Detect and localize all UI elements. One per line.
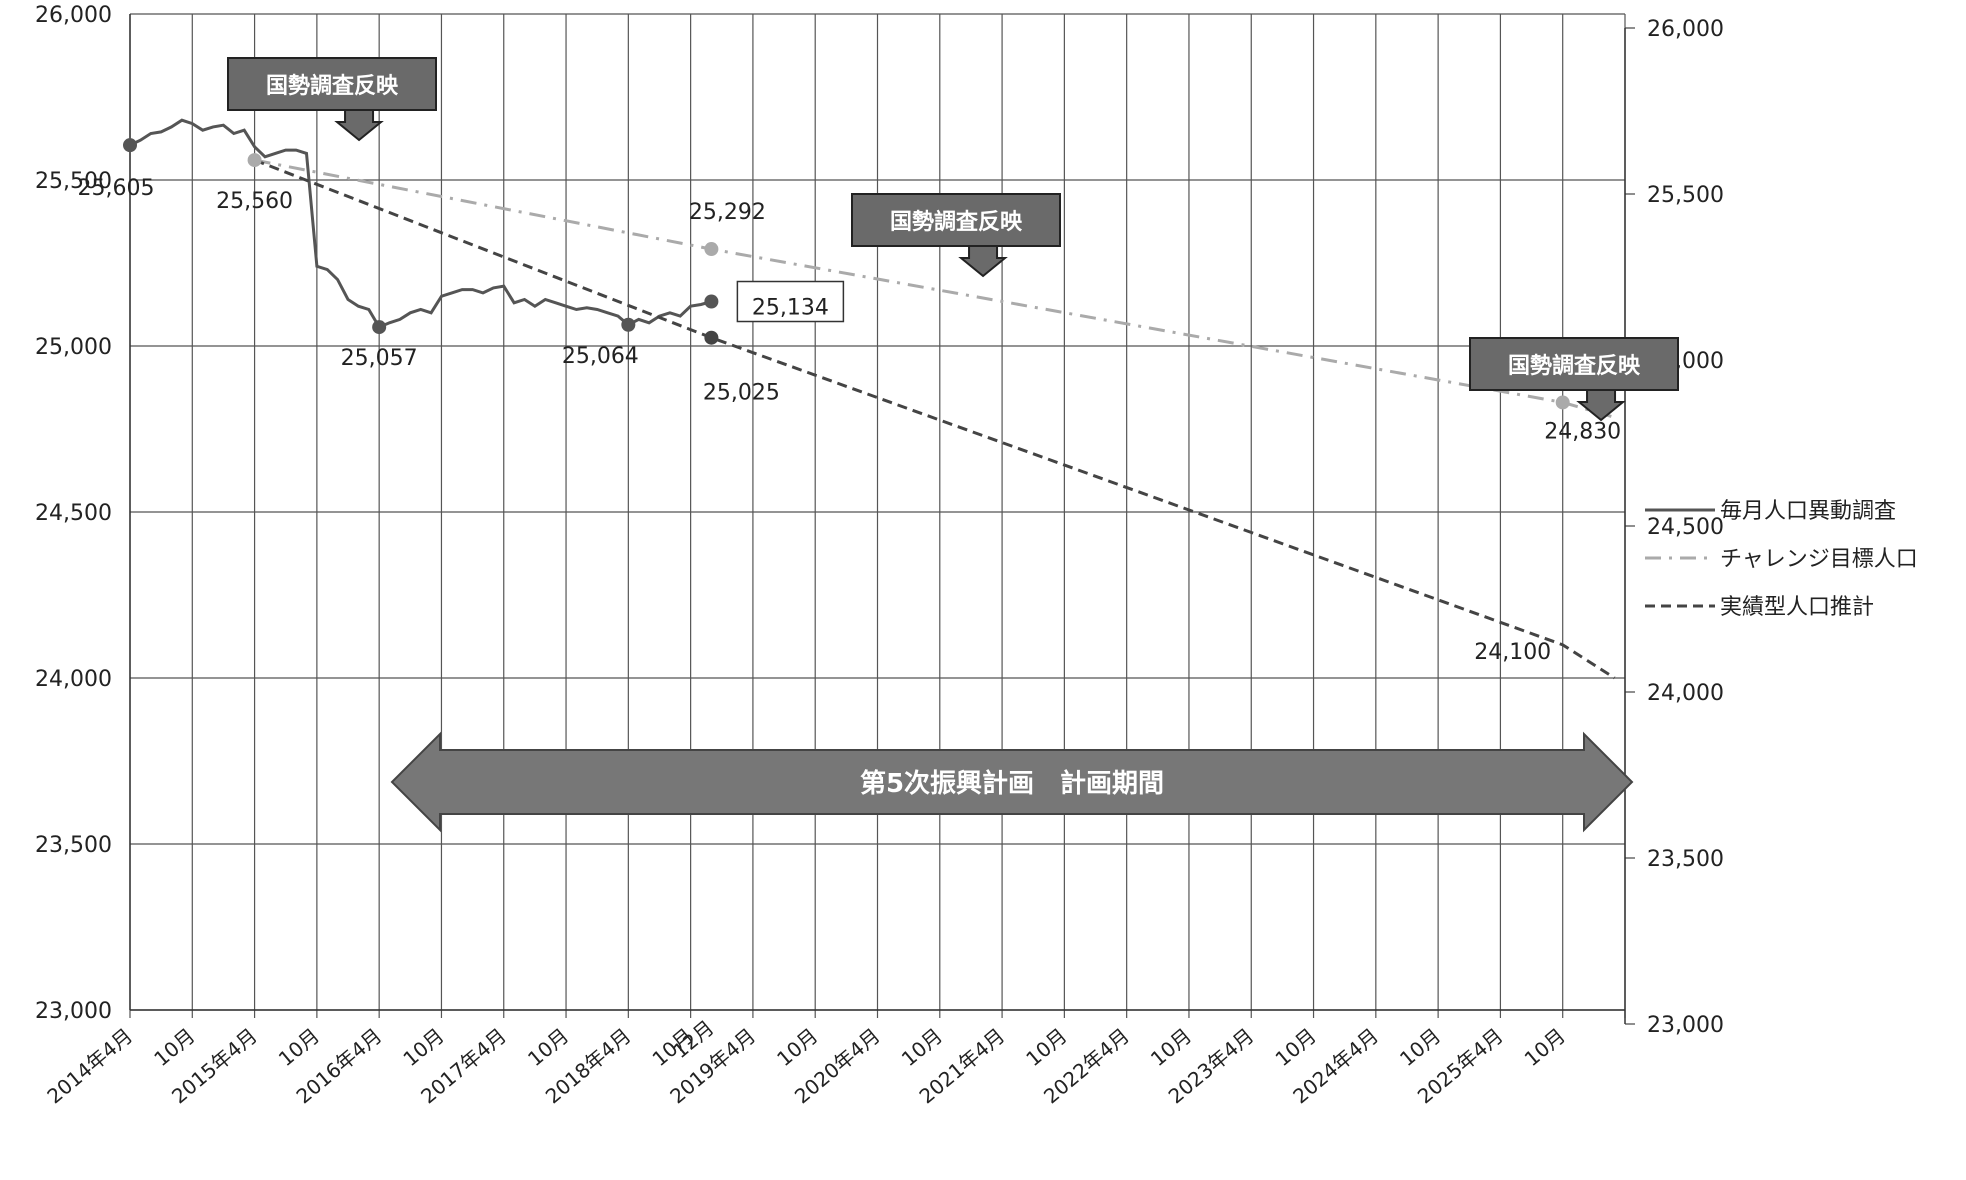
- legend-label: 実績型人口推計: [1720, 595, 1874, 620]
- data-label-box: [736, 280, 845, 323]
- callout-arrow: [1576, 389, 1626, 422]
- data-marker: [704, 330, 719, 345]
- axes: 23,000 23,500 24,000 24,500 25,000 25,500 26,0…: [35, 3, 1724, 1108]
- data-marker: [621, 317, 636, 332]
- x-tick-label: 10月: [398, 1023, 448, 1071]
- data-marker: [123, 138, 137, 153]
- data-label: 25,134: [752, 296, 829, 321]
- callout-arrow: [958, 245, 1008, 278]
- y-left-tick-label: 24,000: [35, 667, 112, 692]
- y-right-tick-label: 25,500: [1647, 183, 1724, 208]
- x-tick-label: 10月: [149, 1023, 199, 1071]
- callout-text: 国勢調査反映: [890, 209, 1023, 235]
- data-label: 25,560: [216, 189, 293, 214]
- grid: [129, 13, 1626, 1018]
- data-label: 25,064: [562, 344, 639, 369]
- legend-label: 毎月人口異動調査: [1720, 499, 1896, 524]
- callout-arrow: [334, 109, 384, 142]
- x-tick-label: 10月: [274, 1023, 324, 1071]
- x-tick-label: 10月: [1146, 1023, 1196, 1071]
- series-line-実績型人口推計: [254, 158, 1616, 680]
- x-tick-label: 10月: [1271, 1023, 1321, 1071]
- data-label: 25,025: [703, 381, 780, 406]
- callout-box: [227, 57, 437, 111]
- x-tick-label: 10月: [523, 1023, 573, 1071]
- y-right-tick-label: 23,000: [1647, 1013, 1724, 1038]
- data-marker: [1555, 395, 1570, 410]
- y-left-tick-label: 25,500: [35, 169, 112, 194]
- series-layer: [129, 118, 1616, 680]
- data-marker: [704, 294, 719, 309]
- period-arrow: 第5次振興計画 計画期間: [390, 731, 1634, 833]
- data-label: 24,100: [1474, 640, 1551, 665]
- callout-box: [1469, 337, 1679, 391]
- y-left-tick-label: 26,000: [35, 3, 112, 28]
- x-tick-label: 10月: [772, 1023, 822, 1071]
- data-labels: 25,605 25,057 25,064 25,134 25,560 25,292 24,8…: [78, 138, 1621, 665]
- y-left-tick-label: 23,500: [35, 833, 112, 858]
- callout-text: 国勢調査反映: [1508, 353, 1641, 379]
- y-left-tick-label: 23,000: [35, 999, 112, 1024]
- y-right-tick-label: 26,000: [1647, 17, 1724, 42]
- x-tick-label: 10月: [1021, 1023, 1071, 1071]
- y-right-tick-label: 23,500: [1647, 847, 1724, 872]
- data-marker: [247, 153, 262, 168]
- data-marker: [372, 320, 387, 335]
- data-label: 25,292: [689, 200, 766, 225]
- x-tick-label: 2014年4月: [42, 1023, 137, 1108]
- data-label: 24,830: [1544, 419, 1621, 444]
- data-label: 25,605: [78, 176, 155, 201]
- data-label: 25,057: [341, 346, 418, 371]
- x-tick-label: 10月: [1395, 1023, 1445, 1071]
- period-arrow-text: 第5次振興計画 計画期間: [860, 768, 1164, 799]
- period-arrow-shape: [390, 731, 1634, 833]
- series-line-毎月人口異動調査: [129, 118, 712, 329]
- callout-text: 国勢調査反映: [266, 73, 399, 99]
- y-left-tick-label: 24,500: [35, 501, 112, 526]
- legend-label: チャレンジ目標人口: [1720, 547, 1918, 572]
- x-tick-label: 10月: [897, 1023, 947, 1071]
- y-left-tick-label: 25,000: [35, 335, 112, 360]
- callout-box: [851, 193, 1061, 247]
- y-right-tick-label: 24,000: [1647, 681, 1724, 706]
- data-marker: [704, 242, 719, 257]
- x-tick-label: 10月: [1520, 1023, 1570, 1071]
- y-right-tick-label: 24,500: [1647, 515, 1724, 540]
